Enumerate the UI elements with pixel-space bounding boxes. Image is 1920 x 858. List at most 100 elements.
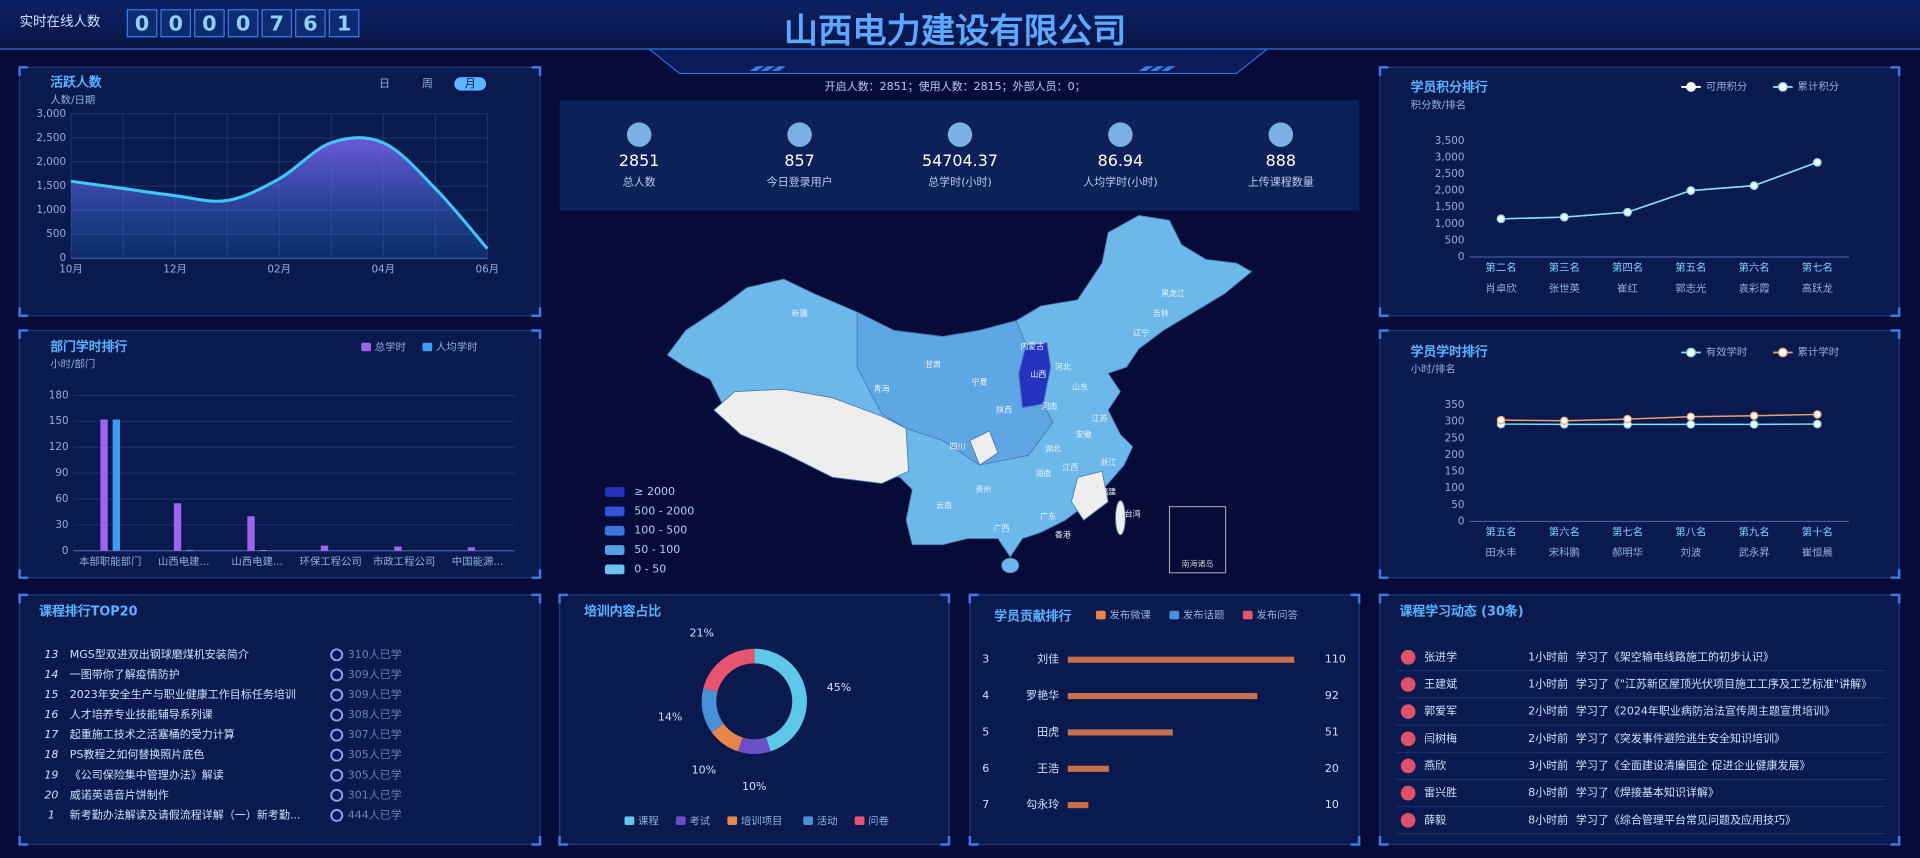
tab[interactable]: 周	[422, 77, 433, 90]
value-label: 51	[1325, 725, 1339, 738]
legend-label: 问卷	[868, 814, 889, 827]
panel	[558, 594, 950, 846]
count-icon	[330, 648, 344, 662]
name: 田虎	[1037, 725, 1059, 738]
stat-value: 2851	[619, 151, 659, 170]
province-label: 江苏	[1092, 413, 1108, 423]
panel-corner	[1378, 329, 1389, 340]
stat-label: 上传课程数量	[1248, 175, 1314, 188]
y-tick-label: 300	[1445, 416, 1465, 428]
map-inset-label: 南海诸岛	[1182, 559, 1214, 569]
panel-corner	[968, 835, 979, 846]
digit-box	[126, 9, 158, 38]
rank: 17	[44, 728, 58, 741]
province-label: 湖南	[1035, 468, 1051, 478]
value-label: 110	[1325, 653, 1346, 666]
y-tick-label: 500	[46, 228, 66, 240]
province-label: 福建	[1100, 487, 1116, 497]
rank: 7	[982, 798, 989, 811]
time: 1小时前	[1528, 649, 1568, 663]
province-label: 宁夏	[972, 376, 988, 386]
stat-icon	[787, 122, 812, 147]
legend-label: 累计学时	[1798, 346, 1840, 359]
panel-corner	[531, 569, 542, 579]
legend-label: 人均学时	[436, 341, 478, 354]
header-deco	[760, 66, 776, 71]
count-icon	[330, 668, 344, 682]
tab[interactable]: 日	[379, 77, 390, 90]
panel	[1379, 594, 1900, 846]
line	[1501, 413, 1818, 422]
x-tick-label: 第五名	[1675, 261, 1706, 274]
bar	[1067, 802, 1089, 809]
province-label: 内蒙古	[1020, 341, 1044, 351]
course-count: 310人已学	[348, 647, 402, 661]
donut-slice	[703, 648, 755, 692]
panel-title: 学员积分排行	[1411, 80, 1488, 96]
rank: 13	[44, 648, 58, 661]
tab[interactable]: 月	[465, 77, 476, 90]
province-label: 贵州	[975, 484, 991, 494]
action: 学习了《2024年职业病防治法宣传周主题宣贯培训》	[1576, 704, 1835, 718]
legend-label: 0 - 50	[634, 562, 666, 575]
x-sub-label: 肖卓欣	[1485, 282, 1517, 295]
panel-corner	[1890, 593, 1901, 604]
y-tick-label: 150	[1445, 466, 1465, 478]
stats-box	[559, 100, 1360, 211]
course-name: 威诺英语音片饼制作	[70, 787, 169, 801]
legend-marker	[1686, 347, 1696, 358]
panel-corner	[1890, 835, 1901, 846]
x-tick-label: 04月	[371, 263, 395, 275]
point	[1749, 420, 1759, 429]
x-tick-label: 第五名	[1485, 525, 1516, 538]
legend-label: 总学时	[375, 341, 406, 354]
stat-label: 今日登录用户	[767, 174, 833, 188]
province-label: 湖北	[1045, 445, 1061, 454]
header-deco	[1138, 66, 1154, 71]
province-label: 西藏	[806, 450, 822, 460]
rank: 14	[44, 668, 58, 681]
bar	[100, 419, 108, 551]
avatar	[1400, 677, 1416, 692]
map-inset	[1168, 506, 1227, 574]
time: 2小时前	[1528, 704, 1568, 718]
point	[1560, 416, 1569, 426]
avatar	[1400, 704, 1416, 719]
stat-label: 人均学时(小时)	[1083, 174, 1158, 188]
user: 闫树梅	[1424, 731, 1457, 745]
panel-title: 部门学时排行	[50, 339, 127, 355]
panel-title: 培训内容占比	[584, 603, 661, 619]
stat-value: 857	[784, 151, 814, 170]
rank: 19	[44, 768, 58, 781]
action: 学习了《架空输电线路施工的初步认识》	[1576, 649, 1774, 663]
legend-label: 100 - 500	[634, 524, 687, 537]
y-tick-label: 120	[49, 441, 69, 453]
point	[1623, 414, 1632, 424]
online-digit: 7	[269, 11, 283, 35]
panel-corner	[940, 835, 951, 846]
header-deco	[1160, 66, 1176, 71]
course-count: 444人已学	[348, 807, 402, 821]
stat-icon	[626, 122, 652, 147]
legend-label: 考试	[689, 814, 710, 827]
name: 罗艳华	[1026, 688, 1059, 702]
legend-label: 活动	[817, 815, 838, 827]
point	[1813, 419, 1822, 429]
rank: 20	[44, 788, 58, 801]
y-tick-label: 1,500	[1435, 201, 1465, 213]
panel-corner	[18, 835, 29, 846]
panel	[1379, 66, 1900, 317]
online-digit: 1	[337, 11, 351, 35]
stat-value: 54704.37	[922, 151, 998, 170]
y-tick-label: 50	[1451, 499, 1464, 511]
x-sub-label: 崔红	[1617, 282, 1638, 295]
stat-label: 总人数	[623, 174, 656, 188]
legend-swatch	[727, 816, 738, 825]
y-tick-label: 100	[1445, 482, 1465, 494]
header-deco	[1149, 66, 1165, 71]
count-icon	[330, 688, 344, 702]
y-tick-label: 1,000	[36, 204, 66, 216]
online-digit: 0	[202, 11, 216, 35]
map-region	[1018, 342, 1052, 409]
